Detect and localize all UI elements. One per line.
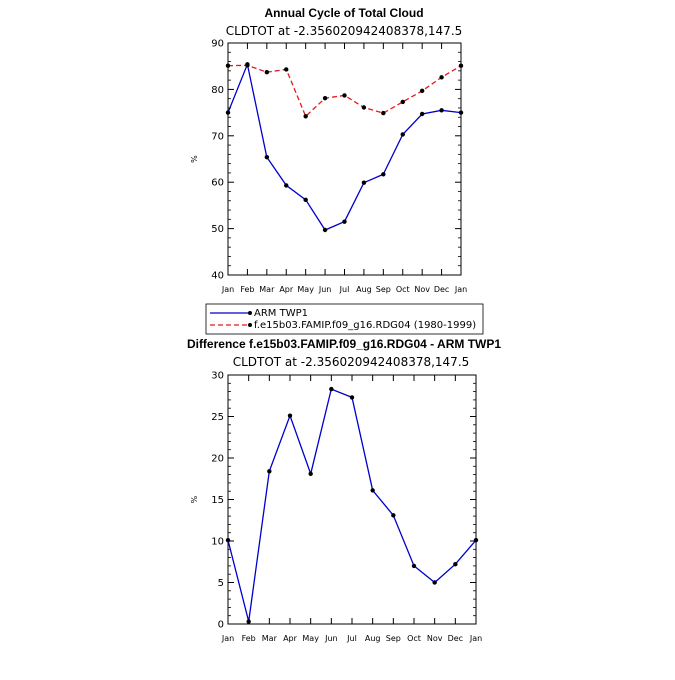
top-series-1-line bbox=[227, 64, 462, 118]
top-frame bbox=[227, 42, 462, 276]
top-series-1-point bbox=[245, 63, 250, 68]
top-series-0-point bbox=[419, 111, 425, 117]
top-series-1-point bbox=[264, 70, 270, 75]
top-series-1-point bbox=[400, 99, 405, 105]
bottom-xtick-label: Oct bbox=[407, 634, 421, 643]
top-series-1-point bbox=[225, 63, 231, 68]
bottom-xtick-label: Jan bbox=[469, 634, 482, 643]
bottom-ytick-label: 20 bbox=[211, 454, 224, 465]
bottom-ytick-label: 5 bbox=[218, 578, 224, 589]
top-xtick-label: Nov bbox=[414, 285, 430, 294]
top-series-0-point bbox=[264, 154, 270, 160]
bottom-ytick-label: 25 bbox=[211, 412, 224, 423]
bottom-xtick-label: Jun bbox=[324, 634, 338, 643]
top-series-1-point bbox=[381, 110, 386, 116]
bottom-xtick-label: Apr bbox=[283, 634, 298, 643]
top-series-0-point bbox=[458, 110, 464, 115]
bottom-series-0-point bbox=[246, 619, 251, 624]
bottom-xtick-label: Jan bbox=[221, 634, 234, 643]
top-xtick-label: Sep bbox=[376, 285, 391, 294]
legend-label-model: f.e15b03.FAMIP.f09_g16.RDG04 (1980-1999) bbox=[254, 320, 476, 331]
top-series-1-point bbox=[342, 93, 347, 98]
bottom-xtick-label: Feb bbox=[242, 634, 256, 643]
bottom-ytick-label: 15 bbox=[211, 495, 224, 506]
top-xtick-label: Jan bbox=[221, 285, 234, 294]
top-series-0-point bbox=[342, 219, 347, 224]
bottom-series-0-point bbox=[370, 488, 375, 493]
bottom-plot-area: 0 5 10 15 20 25 30 Jan Feb Mar Apr May Jun Jul Aug Sep O… bbox=[190, 371, 482, 644]
bottom-series-0-point bbox=[267, 469, 272, 474]
legend: ARM TWP1 f.e15b03.FAMIP.f09_g16.RDG04 (1… bbox=[205, 303, 484, 335]
top-series-0-point bbox=[303, 197, 308, 203]
bottom-series-0-point bbox=[225, 537, 231, 543]
top-chart-title: Annual Cycle of Total Cloud bbox=[264, 6, 423, 20]
top-series-1-point bbox=[419, 88, 425, 93]
bottom-ytick-label: 30 bbox=[211, 371, 224, 382]
top-series-0-point bbox=[284, 183, 289, 188]
top-series-1-point bbox=[439, 75, 444, 80]
bottom-series-0-point bbox=[391, 513, 396, 518]
legend-label-arm: ARM TWP1 bbox=[254, 308, 308, 319]
top-ytick-label: 70 bbox=[211, 131, 224, 142]
top-ytick-label: 90 bbox=[211, 39, 224, 50]
top-series-0-point bbox=[225, 110, 231, 115]
top-series-0-point bbox=[361, 180, 367, 185]
top-xtick-label: Jun bbox=[318, 285, 332, 294]
top-series-1-point bbox=[303, 114, 308, 119]
top-xtick-label: Jul bbox=[339, 285, 350, 294]
bottom-series-0-point bbox=[349, 395, 355, 400]
top-xtick-label: Feb bbox=[240, 285, 254, 294]
bottom-xtick-label: May bbox=[302, 634, 319, 643]
top-series-0-line bbox=[227, 62, 462, 231]
bottom-series-0-point bbox=[411, 563, 417, 569]
bottom-series-0-line bbox=[227, 388, 477, 622]
bottom-xtick-label: Dec bbox=[448, 634, 463, 643]
top-xtick-label: Mar bbox=[259, 285, 275, 294]
bottom-xtick-label: Jul bbox=[346, 634, 357, 643]
bottom-chart-title: Difference f.e15b03.FAMIP.f09_g16.RDG04 … bbox=[187, 337, 501, 351]
bottom-xtick-label: Nov bbox=[427, 634, 443, 643]
top-ytick-label: 50 bbox=[211, 224, 224, 235]
top-ylabel: % bbox=[190, 155, 199, 163]
top-xtick-label: Oct bbox=[396, 285, 410, 294]
bottom-xtick-label: Sep bbox=[386, 634, 401, 643]
top-chart-subtitle: CLDTOT at -2.356020942408378,147.5 bbox=[226, 24, 463, 38]
bottom-series-0-point bbox=[432, 580, 437, 585]
bottom-ytick-label: 0 bbox=[218, 620, 224, 631]
bottom-xtick-label: Aug bbox=[365, 634, 381, 643]
top-series-1-point bbox=[458, 63, 464, 68]
bottom-ylabel: % bbox=[190, 495, 199, 503]
top-series-1-point bbox=[322, 96, 328, 101]
top-series-0-point bbox=[400, 132, 405, 137]
bottom-series-0-point bbox=[473, 537, 479, 543]
bottom-chart-subtitle: CLDTOT at -2.356020942408378,147.5 bbox=[233, 355, 470, 369]
top-xtick-label: Dec bbox=[434, 285, 449, 294]
legend-marker-arm bbox=[248, 311, 252, 315]
bottom-series-0-point bbox=[308, 471, 313, 476]
top-xtick-label: Jan bbox=[454, 285, 467, 294]
top-xtick-label: May bbox=[297, 285, 314, 294]
bottom-series-0-point bbox=[453, 562, 458, 567]
bottom-xtick-label: Mar bbox=[262, 634, 278, 643]
top-ytick-label: 60 bbox=[211, 178, 224, 189]
bottom-series-0-point bbox=[329, 386, 334, 392]
top-series-1-point bbox=[284, 67, 289, 72]
top-series-0-point bbox=[322, 227, 328, 233]
top-series-1-point bbox=[361, 105, 367, 110]
legend-marker-model bbox=[248, 323, 252, 327]
top-plot-area: 40 50 60 70 80 90 Jan Feb Mar Apr May Jun Jul Aug Sep O… bbox=[190, 39, 467, 295]
bottom-series-0-point bbox=[287, 413, 293, 418]
top-xtick-label: Aug bbox=[356, 285, 372, 294]
bottom-ytick-label: 10 bbox=[211, 537, 224, 548]
top-ytick-label: 40 bbox=[211, 271, 224, 282]
top-ytick-label: 80 bbox=[211, 85, 224, 96]
top-series-0-point bbox=[381, 172, 386, 177]
legend-frame bbox=[205, 303, 484, 335]
top-series-0-point bbox=[439, 108, 444, 113]
top-xtick-label: Apr bbox=[279, 285, 294, 294]
